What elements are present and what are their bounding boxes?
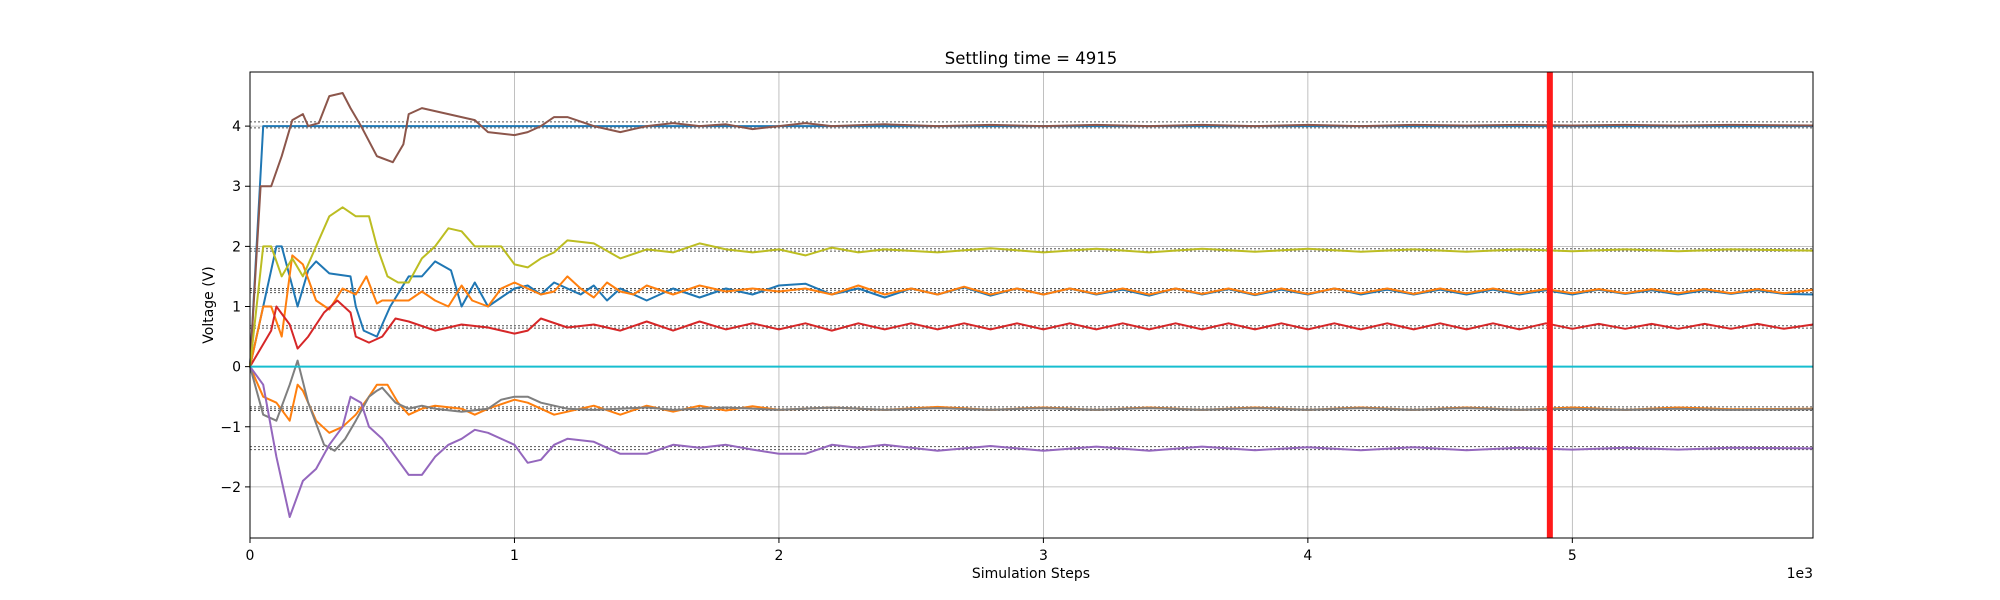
y-tick-label: 1 — [232, 300, 241, 316]
plot-frame — [249, 71, 1814, 539]
series-line-4 — [249, 299, 1814, 368]
x-axis-ticks: 0 1 2 3 4 5 — [246, 538, 1577, 564]
y-tick-label: 2 — [232, 239, 241, 255]
series-line-2 — [249, 254, 1814, 367]
y-axis-label: Voltage (V) — [201, 266, 217, 343]
x-axis-label: Simulation Steps — [972, 566, 1090, 582]
series-line-5 — [249, 92, 1814, 367]
x-tick-label: 1 — [510, 548, 519, 564]
x-tick-label: 3 — [1039, 548, 1048, 564]
x-tick-label: 5 — [1568, 548, 1577, 564]
x-tick-label: 4 — [1303, 548, 1312, 564]
x-axis-multiplier: 1e3 — [1787, 566, 1813, 582]
x-tick-label: 0 — [246, 548, 255, 564]
x-tick-label: 2 — [774, 548, 783, 564]
y-tick-label: 4 — [232, 119, 241, 135]
data-series — [249, 92, 1814, 518]
y-tick-label: −2 — [220, 480, 241, 496]
y-tick-label: 0 — [232, 360, 241, 376]
y-tick-label: −1 — [220, 420, 241, 436]
series-line-7 — [249, 359, 1814, 452]
y-axis-ticks: −2 −1 0 1 2 3 4 — [220, 119, 250, 496]
series-line-8 — [249, 366, 1814, 518]
y-tick-label: 3 — [232, 179, 241, 195]
chart-title: Settling time = 4915 — [945, 49, 1118, 68]
series-line-6 — [249, 206, 1814, 367]
